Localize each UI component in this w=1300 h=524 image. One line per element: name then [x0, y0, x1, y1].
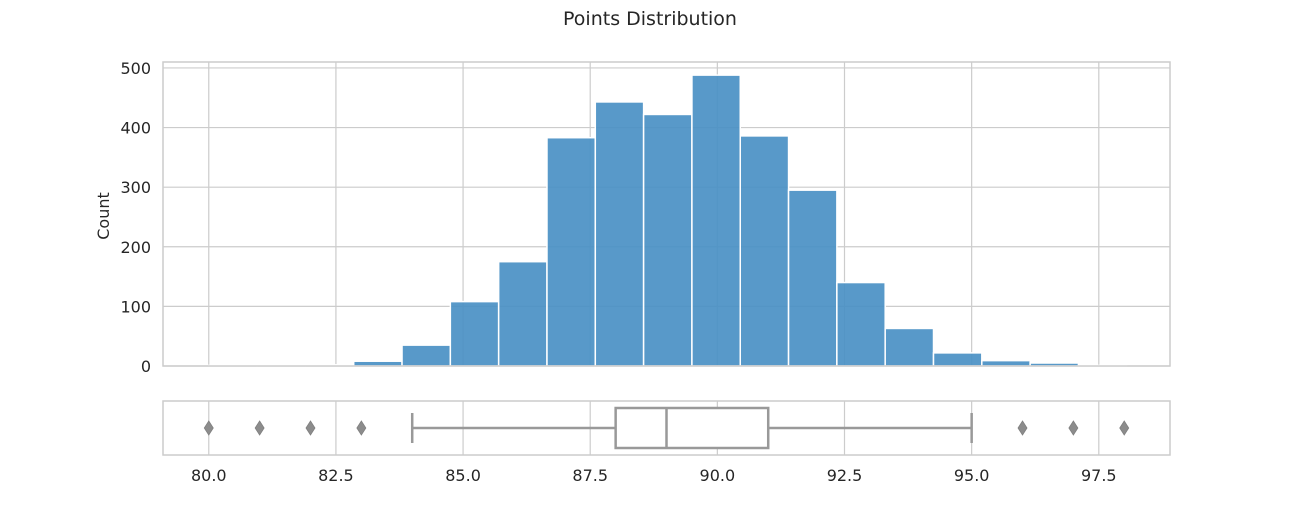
x-tick-label-2: 85.0 [445, 466, 481, 485]
boxplot-axes-frame [162, 400, 1171, 456]
x-tick-label-7: 97.5 [1081, 466, 1117, 485]
histogram-bar-9 [642, 113, 693, 367]
histogram-bar-15 [932, 352, 983, 367]
box-outlier-4 [1017, 420, 1028, 436]
histogram-bar-11 [739, 135, 790, 367]
box-outlier-1 [254, 420, 265, 436]
histogram-bar-8 [594, 101, 645, 367]
histogram-bar-7 [546, 136, 597, 367]
histogram-bar-12 [787, 189, 838, 367]
box-outlier-5 [1068, 420, 1079, 436]
y-tick-label-5: 500 [120, 59, 151, 78]
x-tick-label-4: 90.0 [700, 466, 736, 485]
histogram-bar-6 [497, 260, 548, 367]
histogram-bar-4 [401, 344, 452, 367]
x-tick-label-6: 95.0 [954, 466, 990, 485]
histogram-bar-14 [884, 327, 935, 367]
x-tick-label-5: 92.5 [827, 466, 863, 485]
y-tick-labels: 0 100 200 300 400 500 [120, 59, 151, 376]
x-tick-labels: 80.0 82.5 85.0 87.5 90.0 92.5 95.0 97.5 [191, 466, 1117, 485]
box-outlier-6 [1119, 420, 1130, 436]
box-outlier-3 [356, 420, 367, 436]
box-outlier-0 [203, 420, 214, 436]
histogram-bar-5 [449, 300, 500, 367]
histogram-axes-frame [162, 61, 1171, 367]
x-tick-label-3: 87.5 [572, 466, 608, 485]
y-axis-label: Count [94, 192, 113, 240]
histogram-bar-13 [836, 281, 886, 367]
histogram-bar-16 [981, 359, 1031, 367]
histogram-bar-10 [691, 74, 741, 367]
x-tick-label-0: 80.0 [191, 466, 227, 485]
axes-frames [162, 61, 1171, 456]
boxplot [203, 406, 1130, 450]
y-tick-label-4: 400 [120, 119, 151, 138]
y-tick-label-1: 100 [120, 297, 151, 316]
chart-title: Points Distribution [563, 8, 737, 30]
x-tick-label-1: 82.5 [318, 466, 354, 485]
y-tick-label-3: 300 [120, 178, 151, 197]
y-tick-label-2: 200 [120, 238, 151, 257]
box-iqr [614, 406, 770, 450]
box-outlier-2 [305, 420, 316, 436]
histogram-bars [208, 74, 1128, 367]
y-tick-label-0: 0 [141, 357, 151, 376]
